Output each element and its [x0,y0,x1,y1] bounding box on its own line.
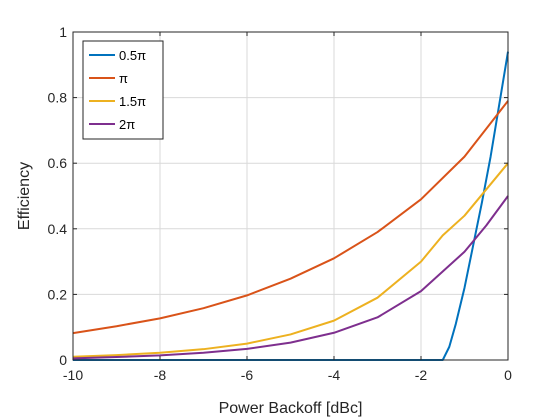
legend: 0.5π π 1.5π 2π [82,40,164,140]
y-tick-label: 0.8 [48,90,68,106]
y-tick-label: 0.4 [48,221,68,237]
y-axis-label: Efficiency [16,162,33,230]
legend-box [82,40,164,140]
series-line-3 [72,162,509,358]
x-tick-label: -10 [63,367,83,383]
axis-ticks: -10 -8 -6 -4 -2 0 0 0.2 0.4 0.6 0.8 1 [48,24,513,383]
x-tick-label: -8 [154,367,167,383]
legend-label: 0.5π [119,48,146,63]
x-tick-label: -6 [241,367,254,383]
y-tick-label: 0 [59,352,67,368]
x-tick-label: -2 [415,367,428,383]
legend-label: 2π [119,117,135,132]
series-line-4 [72,195,509,360]
series-line-2 [72,100,509,335]
x-tick-label: -4 [328,367,341,383]
y-tick-label: 1 [59,24,67,40]
series-lines [72,51,509,361]
x-tick-label: 0 [504,367,512,383]
legend-label: 1.5π [119,94,146,109]
series-line-1 [73,51,509,361]
y-tick-label: 0.2 [48,286,68,302]
legend-label: π [119,71,128,86]
y-tick-label: 0.6 [48,155,68,171]
plot-frame [72,31,509,361]
x-axis-label: Power Backoff [dBc] [219,400,363,417]
